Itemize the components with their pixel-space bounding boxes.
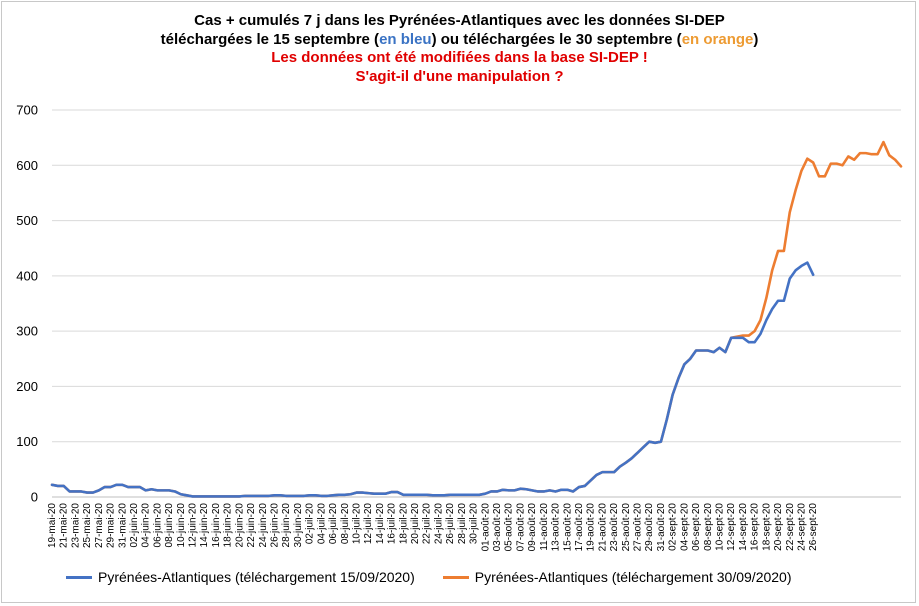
x-tick-label: 08-juin-20	[164, 503, 175, 548]
x-tick-label: 19-mai-20	[47, 503, 58, 548]
x-tick-label: 07-août-20	[515, 503, 526, 552]
x-tick-label: 24-juin-20	[258, 503, 269, 548]
x-tick-label: 26-sept-20	[808, 503, 819, 551]
x-tick-label: 30-juin-20	[293, 503, 304, 548]
x-tick-label: 10-juil-20	[351, 503, 362, 545]
x-axis-ticks: 19-mai-20 21-mai-20 23-mai-20 25-mai-20 27-m…	[47, 503, 819, 552]
x-tick-label: 21-août-20	[597, 503, 608, 552]
x-tick-label: 11-août-20	[539, 503, 550, 551]
legend-label-blue: Pyrénées-Atlantiques (téléchargement 15/…	[98, 569, 415, 585]
x-tick-label: 23-août-20	[609, 503, 620, 552]
x-tick-label: 27-août-20	[633, 503, 644, 552]
title-line-2-part-c: )	[753, 30, 759, 48]
legend: Pyrénées-Atlantiques (téléchargement 15/…	[66, 569, 792, 585]
x-tick-label: 26-juil-20	[445, 503, 456, 545]
x-tick-label: 05-août-20	[504, 503, 515, 552]
x-tick-label: 22-juin-20	[246, 503, 257, 548]
x-tick-label: 16-sept-20	[750, 503, 761, 551]
x-tick-label: 20-juin-20	[234, 503, 245, 548]
x-tick-label: 02-sept-20	[668, 503, 679, 551]
x-tick-label: 12-juil-20	[363, 503, 374, 545]
x-tick-label: 16-juin-20	[211, 503, 222, 548]
y-tick-label: 100	[16, 434, 38, 449]
title-line-2: téléchargées le 15 septembre (en bleu) o…	[0, 31, 919, 50]
series-line-blue	[50, 261, 815, 498]
y-tick-label: 500	[16, 213, 38, 228]
legend-item-blue: Pyrénées-Atlantiques (téléchargement 15/…	[66, 569, 415, 585]
series-line-orange	[50, 140, 903, 498]
x-tick-label: 04-juin-20	[141, 503, 152, 548]
x-tick-label: 25-mai-20	[82, 503, 93, 548]
x-tick-label: 06-juin-20	[152, 503, 163, 548]
title-line-4: S'agit-il d'une manipulation ?	[355, 67, 564, 85]
x-tick-label: 14-juil-20	[375, 503, 386, 545]
x-tick-label: 14-juin-20	[199, 503, 210, 548]
x-tick-label: 10-sept-20	[714, 503, 725, 551]
legend-swatch-orange	[442, 575, 469, 579]
x-tick-label: 14-sept-20	[738, 503, 749, 551]
x-tick-label: 28-juin-20	[281, 503, 292, 548]
title-line-3: Les données ont été modifiées dans la ba…	[271, 49, 648, 66]
x-tick-label: 15-août-20	[562, 503, 573, 552]
y-tick-label: 300	[16, 324, 38, 339]
x-tick-label: 10-juin-20	[176, 503, 187, 548]
x-tick-label: 18-juil-20	[398, 503, 409, 545]
chart-title-block: Cas + cumulés 7 j dans les Pyrénées-Atla…	[0, 12, 919, 86]
x-tick-label: 25-août-20	[621, 503, 632, 552]
x-tick-label: 13-août-20	[551, 503, 562, 552]
series-lines	[50, 140, 903, 498]
x-tick-label: 22-juil-20	[422, 503, 433, 545]
x-tick-label: 31-août-20	[656, 503, 667, 552]
title-line-2-part-b: ) ou téléchargées le 30 septembre (	[431, 30, 682, 48]
x-tick-label: 22-sept-20	[785, 503, 796, 551]
y-tick-label: 400	[16, 268, 38, 283]
x-tick-label: 20-juil-20	[410, 503, 421, 545]
x-tick-label: 18-juin-20	[223, 503, 234, 548]
x-tick-label: 24-sept-20	[796, 503, 807, 551]
y-tick-label: 200	[16, 379, 38, 394]
x-tick-label: 02-juil-20	[305, 503, 316, 545]
x-tick-label: 12-juin-20	[188, 503, 199, 548]
x-tick-label: 08-sept-20	[703, 503, 714, 551]
legend-item-orange: Pyrénées-Atlantiques (téléchargement 30/…	[442, 569, 792, 585]
legend-label-orange: Pyrénées-Atlantiques (téléchargement 30/…	[474, 569, 792, 585]
gridlines	[52, 109, 901, 498]
x-tick-label: 24-juil-20	[433, 503, 444, 545]
x-tick-label: 06-sept-20	[691, 503, 702, 551]
x-tick-label: 30-juil-20	[469, 503, 480, 545]
x-tick-label: 12-sept-20	[726, 503, 737, 551]
x-tick-label: 31-mai-20	[117, 503, 128, 548]
x-tick-label: 17-août-20	[574, 503, 585, 552]
x-tick-label: 26-juin-20	[269, 503, 280, 548]
title-line-1: Cas + cumulés 7 j dans les Pyrénées-Atla…	[194, 12, 725, 29]
x-tick-label: 29-août-20	[644, 503, 655, 552]
x-tick-label: 19-août-20	[586, 503, 597, 552]
x-tick-label: 06-juil-20	[328, 503, 339, 545]
x-tick-label: 27-mai-20	[94, 503, 105, 548]
x-tick-label: 23-mai-20	[70, 503, 81, 548]
y-tick-label: 700	[16, 103, 38, 118]
title-blue-word: en bleu	[379, 30, 432, 48]
x-tick-label: 28-juil-20	[457, 503, 468, 545]
x-tick-label: 20-sept-20	[773, 503, 784, 551]
x-tick-label: 09-août-20	[527, 503, 538, 552]
x-tick-label: 02-juin-20	[129, 503, 140, 548]
legend-swatch-blue	[66, 575, 92, 579]
y-axis-ticks: 0 100 200 300 400 500 600 700	[16, 103, 38, 505]
y-tick-label: 0	[31, 490, 38, 505]
x-tick-label: 04-juil-20	[316, 503, 327, 545]
x-tick-label: 01-août-20	[480, 503, 491, 552]
x-tick-label: 29-mai-20	[106, 503, 117, 548]
x-tick-label: 04-sept-20	[679, 503, 690, 551]
title-line-2-part-a: téléchargées le 15 septembre (	[160, 30, 380, 48]
x-tick-label: 16-juil-20	[387, 503, 398, 545]
y-tick-label: 600	[16, 158, 38, 173]
title-orange-word: en orange	[681, 30, 754, 48]
x-tick-label: 21-mai-20	[59, 503, 70, 548]
x-tick-label: 03-août-20	[492, 503, 503, 552]
x-tick-label: 08-juil-20	[340, 503, 351, 545]
x-tick-label: 18-sept-20	[761, 503, 772, 551]
